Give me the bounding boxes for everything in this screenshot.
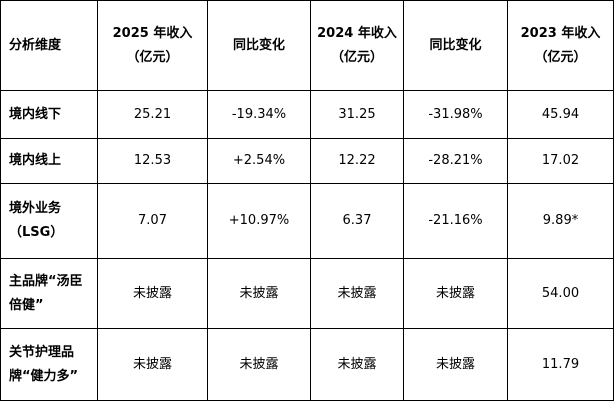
table-cell: 分析维度 <box>0 0 98 91</box>
table-cell: 12.22 <box>310 138 404 184</box>
table-cell: -21.16% <box>403 183 508 259</box>
table-cell: 未披露 <box>403 328 508 401</box>
cell-line: （亿元） <box>330 49 383 65</box>
table-cell: 境内线下 <box>0 90 98 139</box>
cell-line: 境外业务 <box>9 201 62 216</box>
table-cell: 31.25 <box>310 90 404 139</box>
table-cell: 2023 年收入 （亿元） <box>507 0 614 91</box>
table-cell: 未披露 <box>310 328 404 401</box>
cell-line: 同比变化 <box>232 37 285 53</box>
table-row: 主品牌“汤臣 倍健” 未披露 未披露 未披露 未披露 54.00 <box>0 258 614 329</box>
cell-line: 境内线上 <box>9 153 62 168</box>
table-cell: 2025 年收入 （亿元） <box>97 0 208 91</box>
table-cell: 9.89* <box>507 183 614 259</box>
table-cell: +2.54% <box>207 138 311 184</box>
table-cell: 关节护理品牌“健力多” <box>0 328 98 401</box>
cell-line: 境内线下 <box>9 106 62 122</box>
cell-line: （LSG） <box>9 225 64 240</box>
cell-line: 同比变化 <box>429 37 482 53</box>
table-cell: 境外业务 （LSG） <box>0 183 98 259</box>
table-cell: -28.21% <box>403 138 508 184</box>
table-cell: 6.37 <box>310 183 404 259</box>
cell-line: （亿元） <box>534 49 587 65</box>
table-cell: 境内线上 <box>0 138 98 184</box>
cell-line: 倍健” <box>9 297 44 313</box>
table-cell: 11.79 <box>507 328 614 401</box>
table-cell: -19.34% <box>207 90 311 139</box>
table-cell: 未披露 <box>310 258 404 329</box>
table-cell: 未披露 <box>207 328 311 401</box>
table-cell: 未披露 <box>207 258 311 329</box>
table-cell: 同比变化 <box>207 0 311 91</box>
cell-line: （亿元） <box>126 49 179 65</box>
table-row: 关节护理品 牌“健力多” 未披露 未披露 未披露 未披露 11.79 <box>0 328 614 401</box>
table-cell: 25.21 <box>97 90 208 139</box>
table-cell: 未披露 <box>403 258 508 329</box>
cell-line: 2023 年收入 <box>520 25 601 41</box>
cell-line: 牌“健力多” <box>9 368 79 384</box>
cell-line: 主品牌“汤臣 <box>9 273 83 289</box>
table-cell: 45.94 <box>507 90 614 139</box>
table-cell: +10.97% <box>207 183 311 259</box>
table-cell: 17.02 <box>507 138 614 184</box>
cell-line: 2024 年收入 <box>317 25 397 41</box>
table-cell: -31.98% <box>403 90 508 139</box>
table-row: 境内线上 12.53 +2.54% 12.22 -28.21% 17.02 <box>0 138 614 184</box>
table-cell: 主品牌“汤臣 倍健” <box>0 258 98 329</box>
cell-line: 2025 年收入 <box>112 25 193 41</box>
cell-line: 分析维度 <box>9 37 62 53</box>
header-row: 分析维度 2025 年收入 （亿元） 同比变化 2024 年收入 （亿元） 同比变化 2023… <box>0 0 614 91</box>
table-cell: 未披露 <box>97 258 208 329</box>
table-row: 境外业务 （LSG） 7.07 +10.97% 6.37 -21.16% 9.89* <box>0 183 614 259</box>
table-cell: 2024 年收入 （亿元） <box>310 0 404 91</box>
table-cell: 54.00 <box>507 258 614 329</box>
cell-line: 关节护理品 <box>9 344 75 360</box>
table-cell: 同比变化 <box>403 0 508 91</box>
table-cell: 12.53 <box>97 138 208 184</box>
table-row: 境内线下 25.21 -19.34% 31.25 -31.98% 45.94 <box>0 90 614 139</box>
table-cell: 7.07 <box>97 183 208 259</box>
table-cell: 未披露 <box>97 328 208 401</box>
